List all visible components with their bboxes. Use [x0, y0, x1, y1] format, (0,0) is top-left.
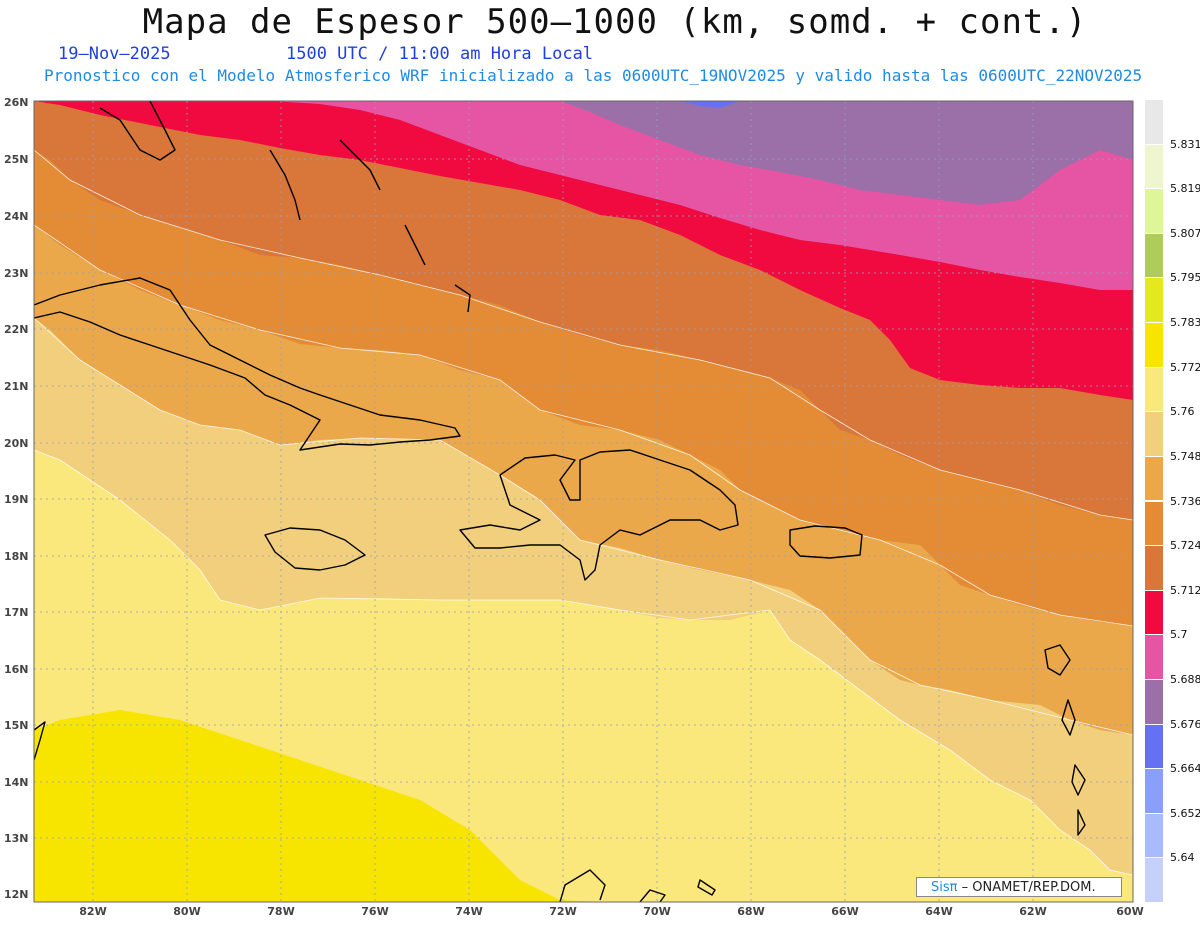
lat-label: 12N [4, 888, 29, 901]
lat-label: 20N [4, 437, 29, 450]
lon-label: 64W [925, 905, 953, 918]
lat-label: 22N [4, 323, 29, 336]
lon-label: 60W [1116, 905, 1144, 918]
colorbar-swatch [1145, 590, 1163, 636]
colorbar-tick-label: 5.664 [1170, 762, 1200, 776]
colorbar-swatch [1145, 323, 1163, 368]
colorbar-tick-label: 5.712 [1170, 583, 1200, 597]
credit-brand: Sisπ [931, 880, 958, 895]
colorbar-tick-label: 5.783 [1170, 316, 1200, 330]
lon-label: 68W [737, 905, 765, 918]
thickness-map [33, 100, 1134, 903]
colorbar-swatch [1145, 367, 1163, 413]
colorbar-tick-label: 5.76 [1170, 405, 1195, 419]
lon-label: 66W [831, 905, 859, 918]
colorbar-tick-label: 5.819 [1170, 182, 1200, 196]
lat-label: 16N [4, 663, 29, 676]
lon-label: 62W [1019, 905, 1047, 918]
forecast-time: 1500 UTC / 11:00 am Hora Local [286, 44, 594, 64]
colorbar-tick-label: 5.688 [1170, 672, 1200, 686]
lat-lon-grid [34, 101, 1133, 902]
lat-label: 15N [4, 719, 29, 732]
colorbar-tick-label: 5.676 [1170, 717, 1200, 731]
colorbar-swatch [1145, 679, 1163, 725]
colorbar-swatch [1145, 100, 1163, 145]
lon-label: 80W [173, 905, 201, 918]
lat-label: 25N [4, 153, 29, 166]
lat-label: 26N [4, 96, 29, 109]
model-description: Pronostico con el Modelo Atmosferico WRF… [44, 66, 1143, 85]
colorbar-swatch [1145, 769, 1163, 814]
lat-label: 23N [4, 267, 29, 280]
colorbar-tick-label: 5.772 [1170, 360, 1200, 374]
lon-label: 74W [455, 905, 483, 918]
lat-label: 18N [4, 550, 29, 563]
lat-label: 17N [4, 606, 29, 619]
credit-text: – ONAMET/REP.DOM. [961, 880, 1096, 895]
lon-label: 72W [549, 905, 577, 918]
lat-label: 14N [4, 776, 29, 789]
lon-label: 82W [79, 905, 107, 918]
lon-label: 70W [643, 905, 671, 918]
colorbar-swatch [1145, 858, 1163, 903]
lon-label: 78W [267, 905, 295, 918]
colorbar-tick-label: 5.736 [1170, 494, 1200, 508]
colorbar-swatch [1145, 144, 1163, 190]
lat-label: 13N [4, 832, 29, 845]
colorbar-tick-label: 5.831 [1170, 137, 1200, 151]
colorbar-tick-label: 5.807 [1170, 226, 1200, 240]
colorbar-swatch [1145, 724, 1163, 770]
colorbar [1145, 100, 1163, 903]
colorbar-swatch [1145, 412, 1163, 457]
colorbar-swatch [1145, 635, 1163, 680]
colorbar-swatch [1145, 189, 1163, 234]
colorbar-tick-label: 5.64 [1170, 851, 1195, 865]
forecast-date: 19–Nov–2025 [58, 44, 171, 64]
colorbar-tick-label: 5.652 [1170, 806, 1200, 820]
band-5676 [560, 101, 1133, 205]
lat-label: 24N [4, 210, 29, 223]
lat-label: 21N [4, 380, 29, 393]
map-title: Mapa de Espesor 500–1000 (km, somd. + co… [142, 2, 1088, 42]
credit-box: Sisπ – ONAMET/REP.DOM. [916, 877, 1122, 897]
colorbar-tick-label: 5.7 [1170, 628, 1188, 642]
coastlines [34, 101, 1086, 902]
colorbar-swatch [1145, 501, 1163, 547]
lon-label: 76W [361, 905, 389, 918]
colorbar-swatch [1145, 456, 1163, 502]
colorbar-tick-label: 5.748 [1170, 449, 1200, 463]
colorbar-swatch [1145, 233, 1163, 279]
colorbar-tick-label: 5.795 [1170, 271, 1200, 285]
band-5664 [680, 101, 740, 108]
colorbar-swatch [1145, 813, 1163, 859]
colorbar-swatch [1145, 546, 1163, 591]
contour-lines [34, 149, 1133, 876]
lat-label: 19N [4, 493, 29, 506]
colorbar-swatch [1145, 278, 1163, 324]
colorbar-tick-label: 5.724 [1170, 539, 1200, 553]
